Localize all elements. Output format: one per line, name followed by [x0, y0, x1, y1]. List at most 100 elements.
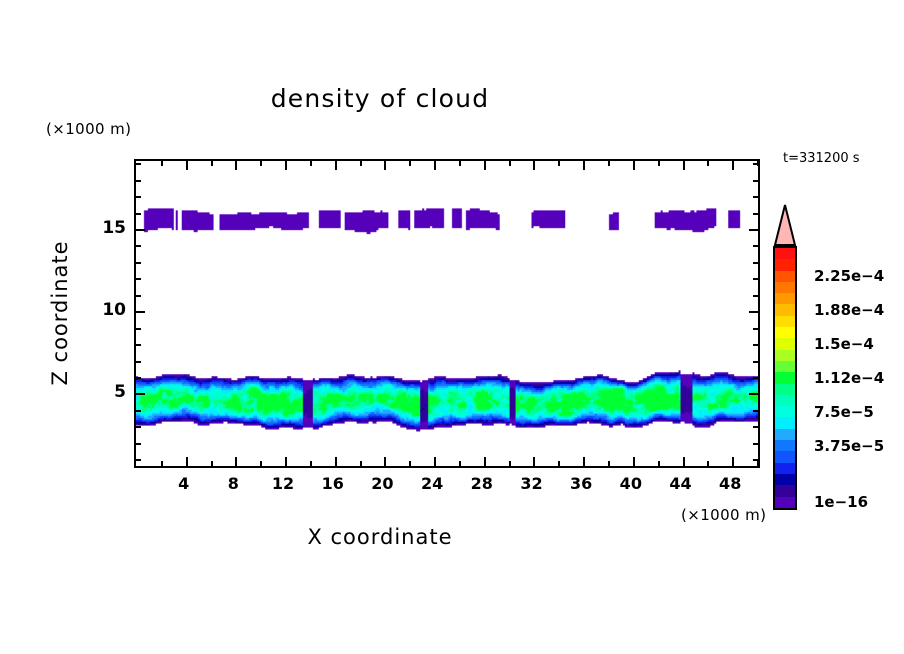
tick-mark — [136, 229, 145, 232]
colorbar-band — [775, 304, 795, 316]
tick-mark — [508, 461, 511, 466]
tick-mark — [707, 461, 710, 466]
tick-mark — [753, 179, 758, 182]
tick-mark — [753, 459, 758, 462]
tick-mark — [136, 393, 145, 396]
tick-mark — [136, 212, 141, 215]
colorbar-band — [775, 360, 795, 373]
tick-mark — [136, 442, 141, 445]
x-tick-label: 12 — [271, 474, 295, 493]
tick-mark — [682, 457, 685, 466]
colorbar-band — [775, 440, 795, 452]
y-tick-label: 15 — [102, 218, 126, 239]
tick-mark — [753, 261, 758, 264]
tick-mark — [753, 442, 758, 445]
x-tick-label: 8 — [227, 474, 239, 493]
tick-mark — [508, 161, 511, 166]
tick-mark — [707, 161, 710, 166]
tick-mark — [682, 161, 685, 170]
colorbar-band — [775, 259, 795, 271]
colorbar-band — [775, 417, 795, 429]
colorbar-tick-label: 2.25e−4 — [814, 267, 885, 286]
tick-mark — [732, 457, 735, 466]
tick-mark — [657, 161, 660, 166]
tick-mark — [434, 457, 437, 466]
page-title: density of cloud — [270, 84, 490, 113]
colorbar-band — [775, 293, 795, 305]
tick-mark — [136, 278, 141, 281]
colorbar-band — [775, 270, 795, 282]
x-tick-label: 48 — [719, 474, 742, 493]
x-axis-units-label: (×1000 m) — [681, 506, 767, 524]
tick-mark — [632, 457, 635, 466]
colorbar-band — [775, 473, 795, 486]
tick-mark — [136, 376, 141, 379]
colorbar-tick-label: 1.12e−4 — [814, 368, 885, 387]
tick-mark — [583, 457, 586, 466]
tick-mark — [136, 261, 141, 264]
x-tick-label: 32 — [520, 474, 543, 493]
colorbar-band — [775, 315, 795, 328]
tick-mark — [753, 294, 758, 297]
x-tick-label: 20 — [371, 474, 394, 493]
x-tick-label: 40 — [619, 474, 642, 493]
x-tick-label: 44 — [669, 474, 692, 493]
tick-mark — [558, 461, 561, 466]
colorbar-tick-label: 7.5e−5 — [814, 402, 874, 421]
tick-mark — [136, 311, 145, 314]
tick-mark — [185, 457, 188, 466]
colorbar-band — [775, 394, 795, 407]
colorbar-band — [775, 248, 795, 260]
tick-mark — [136, 294, 141, 297]
tick-mark — [309, 461, 312, 466]
colorbar-band — [775, 383, 795, 395]
tick-mark — [757, 461, 758, 466]
tick-mark — [749, 311, 758, 314]
tick-mark — [753, 344, 758, 347]
tick-mark — [136, 327, 141, 330]
tick-mark — [753, 278, 758, 281]
y-axis-title: Z coordinate — [48, 240, 72, 386]
tick-mark — [607, 461, 610, 466]
tick-mark — [235, 457, 238, 466]
colorbar-tick-label: 3.75e−5 — [814, 436, 885, 455]
colorbar-band — [775, 428, 795, 441]
tick-mark — [136, 179, 141, 182]
x-tick-label: 24 — [420, 474, 444, 493]
colorbar-arrow-tip — [773, 204, 797, 246]
y-tick-label: 10 — [102, 300, 126, 321]
tick-mark — [749, 229, 758, 232]
tick-mark — [434, 161, 437, 170]
tick-mark — [136, 196, 141, 199]
plot-frame — [134, 159, 760, 468]
colorbar-band — [775, 462, 795, 474]
x-tick-label: 4 — [178, 474, 190, 493]
tick-mark — [607, 161, 610, 166]
colorbar-tick-label: 1e−16 — [814, 493, 869, 512]
tick-mark — [749, 393, 758, 396]
tick-mark — [409, 161, 412, 166]
timestamp-annotation: t=331200 s — [783, 151, 860, 166]
x-tick-label: 36 — [570, 474, 593, 493]
tick-mark — [458, 461, 461, 466]
colorbar-bands — [773, 246, 797, 510]
tick-mark — [753, 376, 758, 379]
tick-mark — [359, 161, 362, 166]
x-axis-title: X coordinate — [307, 525, 453, 549]
tick-mark — [632, 161, 635, 170]
tick-mark — [260, 161, 263, 166]
tick-mark — [753, 245, 758, 248]
tick-mark — [458, 161, 461, 166]
tick-mark — [160, 161, 163, 166]
colorbar-band — [775, 281, 795, 294]
tick-mark — [753, 327, 758, 330]
tick-mark — [384, 457, 387, 466]
colorbar-band — [775, 327, 795, 339]
tick-mark — [753, 360, 758, 363]
contour-plot-canvas — [136, 161, 758, 466]
tick-mark — [558, 161, 561, 166]
tick-mark — [285, 457, 288, 466]
colorbar-band — [775, 338, 795, 350]
colorbar-band — [775, 372, 795, 384]
